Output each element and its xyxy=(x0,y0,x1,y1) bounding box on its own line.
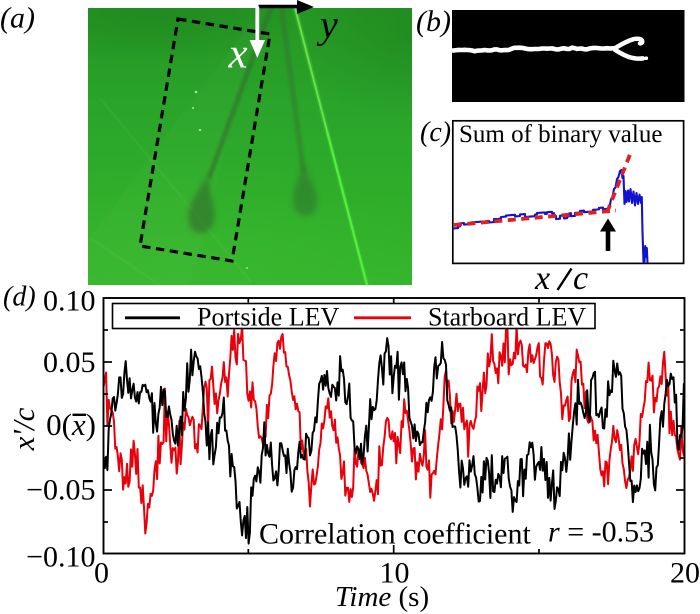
svg-text:(c): (c) xyxy=(420,117,451,148)
svg-text:0(x): 0(x) xyxy=(46,407,96,442)
svg-text:Time (s): Time (s) xyxy=(335,581,429,613)
svg-text:0.05: 0.05 xyxy=(43,346,96,379)
svg-text:x: x xyxy=(534,260,550,297)
svg-text:(d): (d) xyxy=(3,282,36,313)
svg-text:Sum of binary value: Sum of binary value xyxy=(459,121,662,148)
svg-text:(b): (b) xyxy=(416,5,451,38)
svg-text:Starboard LEV: Starboard LEV xyxy=(428,303,586,332)
svg-text:Correlation coefficient: Correlation coefficient xyxy=(259,518,531,551)
svg-text:c: c xyxy=(573,260,588,297)
svg-text:10: 10 xyxy=(380,557,410,590)
svg-text:0.10: 0.10 xyxy=(43,284,96,317)
svg-text:20: 20 xyxy=(670,557,700,590)
svg-text:0: 0 xyxy=(94,557,109,590)
svg-text:(a): (a) xyxy=(0,2,35,35)
svg-text:x'/c: x'/c xyxy=(6,407,41,451)
svg-text:−0.10: −0.10 xyxy=(26,540,95,573)
svg-text:Portside LEV: Portside LEV xyxy=(197,303,339,332)
svg-text:−0.05: −0.05 xyxy=(26,473,95,506)
svg-text:r = -0.53: r = -0.53 xyxy=(548,516,654,549)
